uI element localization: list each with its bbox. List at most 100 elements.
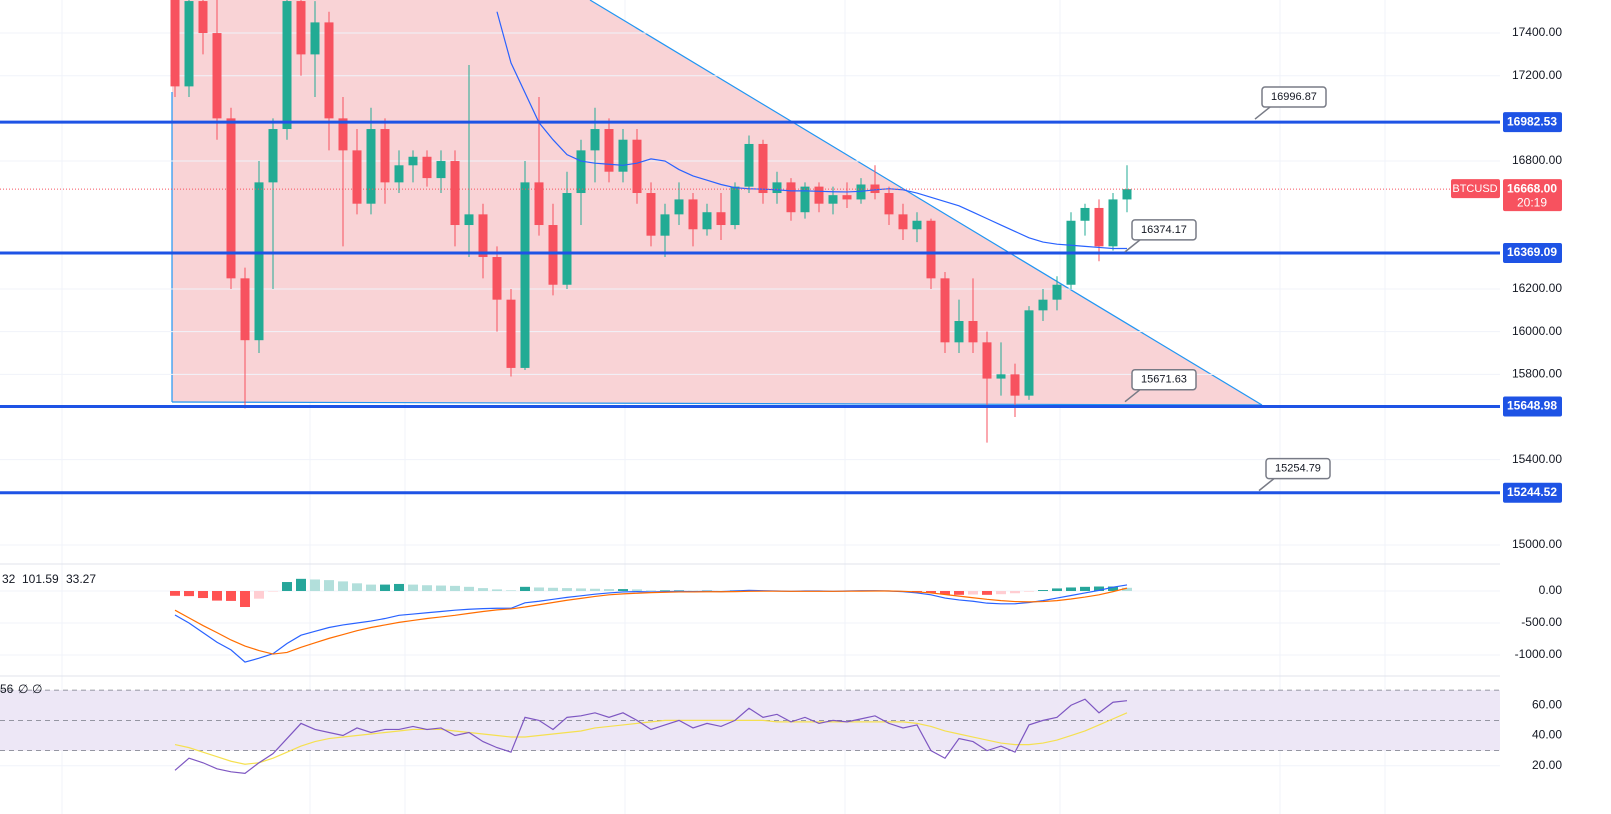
candle-body bbox=[940, 278, 950, 343]
y-tick-label: 60.00 bbox=[1532, 697, 1562, 711]
histogram-bar bbox=[562, 588, 572, 591]
histogram-bar bbox=[1010, 590, 1020, 594]
histogram-bar bbox=[646, 590, 656, 591]
candle-body bbox=[506, 299, 516, 368]
candle-body bbox=[646, 193, 656, 236]
candle-body bbox=[170, 0, 180, 87]
level-tag bbox=[1503, 242, 1562, 263]
triangle-pattern bbox=[172, 0, 1262, 405]
candle-body bbox=[1122, 189, 1132, 200]
histogram-bar bbox=[926, 590, 936, 593]
histogram-bar bbox=[1108, 586, 1118, 591]
price-pane bbox=[0, 0, 1500, 546]
candle-body bbox=[996, 374, 1006, 379]
histogram-bar bbox=[1122, 587, 1132, 591]
candle-body bbox=[562, 193, 572, 285]
level-tag-label: 16369.09 bbox=[1507, 245, 1557, 259]
callout-pointer bbox=[1254, 106, 1271, 120]
callout-label: 16374.17 bbox=[1141, 224, 1187, 236]
histogram-bar bbox=[282, 582, 292, 591]
candle-body bbox=[1108, 199, 1118, 247]
callout-label: 15671.63 bbox=[1141, 374, 1187, 386]
callout-label: 15254.79 bbox=[1275, 463, 1321, 475]
callout-label: 16996.87 bbox=[1271, 91, 1317, 103]
candle-body bbox=[618, 139, 628, 172]
triangle-edge bbox=[589, 0, 1263, 406]
histogram-bar bbox=[464, 586, 474, 591]
rsi-line bbox=[174, 698, 1128, 774]
triangle-edge bbox=[171, 401, 1263, 406]
histogram-bar bbox=[982, 590, 992, 595]
rsi-ma-line bbox=[174, 712, 1128, 765]
candle-body bbox=[464, 214, 474, 226]
candle-body bbox=[856, 184, 866, 200]
histogram-bar bbox=[254, 590, 264, 599]
histogram-bar bbox=[632, 589, 642, 591]
candle-body bbox=[982, 342, 992, 379]
callout-box bbox=[1131, 368, 1197, 391]
candle-body bbox=[436, 161, 446, 179]
rsi-legend: 56 bbox=[0, 682, 14, 696]
histogram-bar bbox=[226, 590, 236, 601]
candle-body bbox=[758, 143, 768, 194]
candle-body bbox=[688, 199, 698, 230]
rsi-legend: ∅ bbox=[18, 682, 28, 696]
price-tag-label: 16668.00 bbox=[1507, 181, 1557, 195]
histogram-bar bbox=[688, 590, 698, 592]
candle-body bbox=[212, 33, 222, 119]
histogram-bar bbox=[394, 583, 404, 591]
candle-body bbox=[254, 182, 264, 341]
candle-body bbox=[1024, 310, 1034, 396]
candle-body bbox=[590, 129, 600, 151]
candle-body bbox=[786, 182, 796, 213]
histogram-bar bbox=[366, 584, 376, 591]
histogram-bar bbox=[1038, 590, 1048, 591]
candle-body bbox=[408, 156, 418, 166]
overlay: 16996.87 16374.17 15671.63 15254.79 32 101.59… bbox=[0, 86, 1500, 696]
histogram-bar bbox=[352, 583, 362, 591]
moving-average bbox=[496, 11, 1127, 250]
candle-body bbox=[884, 193, 894, 215]
histogram-bar bbox=[198, 590, 208, 599]
candle-body bbox=[870, 184, 880, 194]
histogram-bar bbox=[436, 585, 446, 591]
histogram-bar bbox=[618, 589, 628, 591]
rsi-legend: ∅ bbox=[32, 682, 42, 696]
y-tick-label: 15000.00 bbox=[1512, 537, 1562, 551]
candle-body bbox=[352, 150, 362, 204]
candle-body bbox=[1052, 284, 1062, 300]
candle-body bbox=[1010, 374, 1020, 396]
y-tick-label: -1000.00 bbox=[1515, 647, 1563, 661]
candle-body bbox=[450, 161, 460, 226]
candle-body bbox=[730, 186, 740, 226]
candle-body bbox=[268, 129, 278, 183]
y-tick-label: 17400.00 bbox=[1512, 25, 1562, 39]
macd-legend: 32 bbox=[2, 572, 16, 586]
histogram-bar bbox=[240, 590, 250, 608]
candle-body bbox=[926, 220, 936, 279]
y-tick-label: 15400.00 bbox=[1512, 452, 1562, 466]
histogram-bar bbox=[548, 587, 558, 591]
candle-body bbox=[842, 195, 852, 200]
callout-pointer bbox=[1124, 239, 1141, 253]
callout-box bbox=[1261, 86, 1327, 108]
y-tick-label: 40.00 bbox=[1532, 728, 1562, 742]
candle-body bbox=[296, 1, 306, 55]
candle-body bbox=[814, 186, 824, 204]
y-tick-label: 15800.00 bbox=[1512, 366, 1562, 380]
candle-body bbox=[772, 182, 782, 194]
candle-body bbox=[520, 182, 530, 368]
histogram-bar bbox=[450, 585, 460, 591]
histogram-bar bbox=[604, 589, 614, 591]
histogram-bar bbox=[520, 586, 530, 591]
signal-line bbox=[174, 587, 1128, 655]
price-tag bbox=[1503, 179, 1562, 212]
candle-body bbox=[1094, 207, 1104, 247]
level-tag-label: 15244.52 bbox=[1507, 485, 1557, 499]
callout-box bbox=[1265, 457, 1331, 480]
histogram-bar bbox=[968, 590, 978, 595]
y-tick-label: 20.00 bbox=[1532, 758, 1562, 772]
candle-body bbox=[660, 214, 670, 236]
candle-body bbox=[548, 225, 558, 285]
